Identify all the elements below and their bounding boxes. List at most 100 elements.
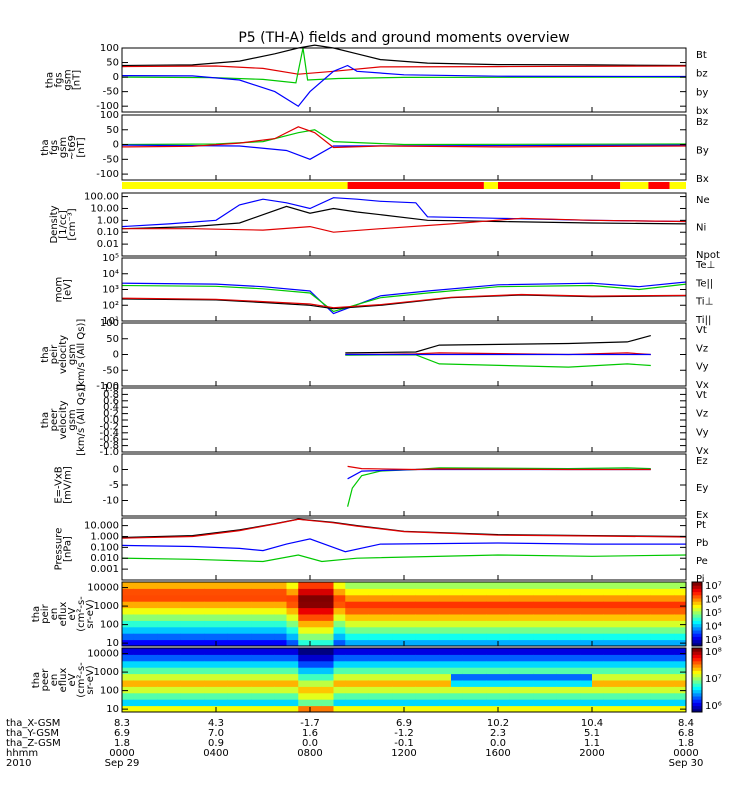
spectrogram-cell bbox=[180, 594, 193, 602]
spectrogram-cell bbox=[251, 660, 264, 668]
spectrogram-cell bbox=[392, 673, 405, 681]
spectrogram-cell bbox=[603, 639, 616, 647]
spectrogram-cell bbox=[439, 692, 452, 700]
panel-frame bbox=[121, 453, 687, 517]
spectrogram-cell bbox=[533, 692, 546, 700]
spectrogram-cell bbox=[439, 620, 452, 628]
spectrogram-cell bbox=[650, 654, 663, 662]
spectrogram-cell bbox=[310, 673, 323, 681]
spectrogram-cell bbox=[274, 601, 287, 609]
spectrogram-cell bbox=[427, 639, 440, 647]
spectrogram-cell bbox=[486, 680, 499, 687]
spectrogram-cell bbox=[357, 667, 370, 675]
spectrogram-cell bbox=[169, 673, 182, 681]
spectrogram-cell bbox=[122, 601, 135, 609]
spectrogram-cell bbox=[122, 582, 135, 589]
spectrogram-cell bbox=[157, 648, 170, 655]
spectrogram-cell bbox=[662, 633, 675, 641]
spectrogram-cell bbox=[392, 620, 405, 628]
spectrogram-cell bbox=[298, 594, 311, 602]
spectrogram-cell bbox=[310, 614, 323, 621]
spectrogram-cell bbox=[451, 660, 464, 668]
series-line-te⊥ bbox=[121, 293, 687, 309]
y-axis-label: [nT] bbox=[72, 70, 83, 90]
spectrogram-cell bbox=[333, 699, 346, 707]
spectrogram-cell bbox=[122, 705, 135, 713]
spectrogram-cell bbox=[650, 582, 663, 589]
spectrogram-cell bbox=[404, 594, 417, 602]
spectrogram-cell bbox=[451, 639, 464, 647]
spectrogram-cell bbox=[451, 626, 464, 634]
spectrogram-cell bbox=[286, 594, 299, 602]
spectrogram-cell bbox=[627, 620, 640, 628]
spectrogram-cell bbox=[509, 654, 522, 662]
spectrogram-cell bbox=[439, 654, 452, 662]
spectrogram-cell bbox=[462, 614, 475, 621]
spectrogram-cell bbox=[251, 705, 264, 713]
spectrogram-cell bbox=[239, 620, 252, 628]
spectrogram-cell bbox=[169, 588, 182, 596]
spectrogram-cell bbox=[192, 686, 205, 694]
spectrogram-cell bbox=[298, 692, 311, 700]
spectrogram-cell bbox=[439, 667, 452, 675]
y-tick-label: 10⁵ bbox=[102, 253, 119, 264]
legend-entry: Pi bbox=[696, 574, 705, 585]
spectrogram-cell bbox=[216, 648, 229, 655]
ephemeris-value: -1.2 bbox=[394, 728, 414, 739]
y-axis-label: tha bbox=[40, 412, 51, 428]
spectrogram-cell bbox=[650, 588, 663, 596]
spectrogram-cell bbox=[286, 633, 299, 641]
spectrogram-cell bbox=[404, 601, 417, 609]
spectrogram-cell bbox=[133, 680, 146, 687]
spectrogram-cell bbox=[556, 633, 569, 641]
spectrogram-cell bbox=[216, 699, 229, 707]
spectrogram-cell bbox=[368, 667, 381, 675]
spectrogram-cell bbox=[509, 648, 522, 655]
spectrogram-cell bbox=[345, 639, 358, 647]
spectrogram-cell bbox=[498, 654, 511, 662]
spectrogram-cell bbox=[286, 626, 299, 634]
y-axis-label: Pressure bbox=[54, 528, 65, 571]
spectrogram-cell bbox=[580, 626, 593, 634]
spectrogram-cell bbox=[603, 601, 616, 609]
spectrogram-cell bbox=[474, 639, 487, 647]
y-axis-label: velocity bbox=[58, 335, 69, 374]
y-axis-label: [1/cc] bbox=[58, 210, 69, 239]
spectrogram-cell bbox=[462, 607, 475, 615]
colorbar-segment bbox=[692, 610, 702, 615]
spectrogram-cell bbox=[439, 626, 452, 634]
y-axis-label: [km/s (All Qs)] bbox=[76, 384, 87, 456]
y-axis-label: mom bbox=[54, 277, 65, 303]
spectrogram-cell bbox=[357, 594, 370, 602]
spectrogram-cell bbox=[603, 660, 616, 668]
spectrogram-cell bbox=[133, 692, 146, 700]
spectrogram-cell bbox=[462, 699, 475, 707]
spectrogram-cell bbox=[533, 686, 546, 694]
ephemeris-value: 8.4 bbox=[678, 718, 694, 729]
spectrogram-cell bbox=[392, 686, 405, 694]
spectrogram-cell bbox=[180, 660, 193, 668]
colorbar-segment bbox=[692, 705, 702, 710]
mode-bar-segment bbox=[498, 182, 621, 189]
chart-title: P5 (TH-A) fields and ground moments over… bbox=[238, 30, 569, 46]
spectrogram-cell bbox=[180, 607, 193, 615]
spectrogram-cell bbox=[274, 686, 287, 694]
spectrogram-cell bbox=[368, 582, 381, 589]
ephemeris-value: 1.8 bbox=[678, 738, 694, 749]
legend-entry: Vz bbox=[696, 409, 708, 420]
spectrogram-cell bbox=[451, 673, 464, 681]
y-axis-label: sr-eV) bbox=[85, 599, 96, 628]
y-tick-label: 100 bbox=[100, 318, 119, 329]
spectrogram-cell bbox=[498, 626, 511, 634]
y-tick-label: -0.6 bbox=[99, 434, 119, 445]
spectrogram-cell bbox=[556, 667, 569, 675]
spectrogram-cell bbox=[345, 594, 358, 602]
spectrogram-cell bbox=[592, 582, 605, 589]
spectrogram-cell bbox=[133, 626, 146, 634]
ephemeris-value: 6.9 bbox=[396, 718, 412, 729]
ephemeris-row-label: tha_Y-GSM bbox=[6, 728, 59, 739]
spectrogram-cell bbox=[368, 594, 381, 602]
spectrogram-cell bbox=[345, 633, 358, 641]
colorbar-segment bbox=[692, 617, 702, 621]
spectrogram-cell bbox=[498, 686, 511, 694]
